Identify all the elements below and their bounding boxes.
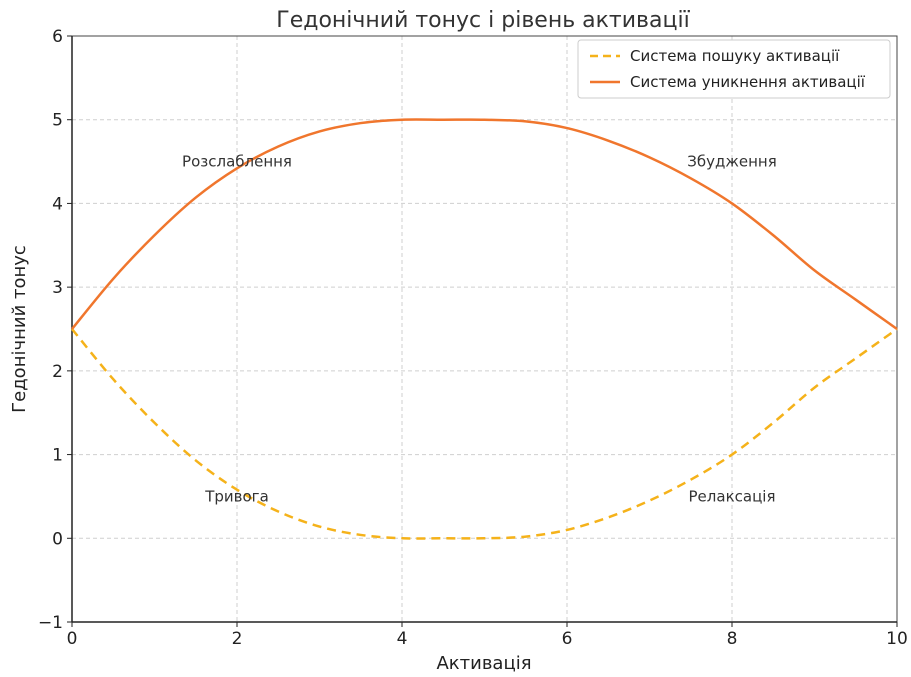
legend: Система пошуку активації Система уникнен… (577, 39, 891, 99)
annotation-label: Збудження (687, 153, 777, 171)
x-tick-label: 4 (397, 629, 408, 649)
y-axis-label: Гедонічний тонус (9, 245, 30, 413)
chart-title: Гедонічний тонус і рівень активації (276, 8, 690, 33)
legend-box (577, 39, 891, 99)
y-tick-label: −1 (38, 613, 63, 633)
x-tick-label: 6 (562, 629, 573, 649)
x-tick-label: 0 (67, 629, 78, 649)
plot-frame (71, 35, 898, 623)
x-tick-label: 2 (232, 629, 243, 649)
legend-label-seek: Система пошуку активації (630, 47, 840, 65)
x-tick-label: 10 (886, 629, 908, 649)
y-tick-label: 6 (52, 27, 63, 47)
annotations-group: Розслаблення Збудження Тривога Релаксація (182, 153, 777, 506)
series-line-seek (71, 327, 898, 540)
annotation-label: Розслаблення (182, 153, 292, 171)
y-tick-label: 5 (52, 111, 63, 131)
x-axis-label: Активація (436, 653, 531, 674)
y-tick-label: 3 (52, 278, 63, 298)
grid (71, 35, 898, 623)
y-tick-label: 1 (52, 446, 63, 466)
series-line-avoid (71, 118, 898, 331)
annotation-label: Тривога (204, 487, 269, 505)
y-tick-label: 2 (52, 362, 63, 382)
x-tick-label: 8 (727, 629, 738, 649)
y-tick-label: 4 (52, 194, 63, 214)
series-group (71, 118, 898, 540)
y-tick-label: 0 (52, 529, 63, 549)
annotation-label: Релаксація (689, 487, 776, 505)
legend-label-avoid: Система уникнення активації (630, 73, 866, 91)
